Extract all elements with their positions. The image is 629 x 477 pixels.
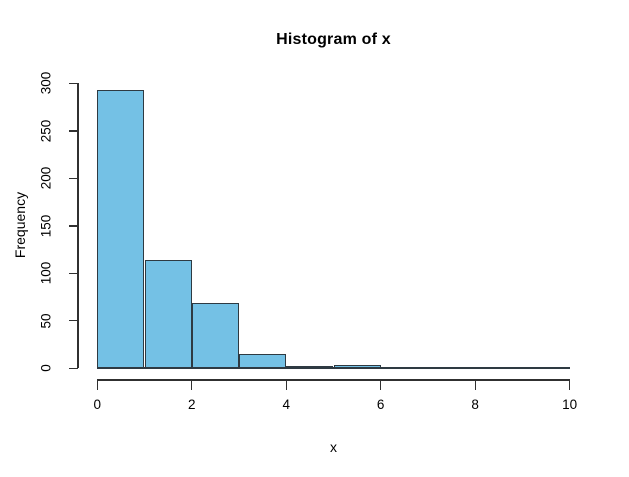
- x-tick-label: 10: [562, 397, 578, 412]
- y-tick: [68, 367, 78, 369]
- x-tick-label: 4: [282, 397, 291, 412]
- x-axis-label: x: [330, 439, 337, 455]
- histogram-bar: [239, 354, 287, 369]
- bar-baseline: [97, 367, 570, 369]
- x-tick: [569, 380, 571, 390]
- y-tick-label: 200: [38, 167, 54, 190]
- x-tick-label: 6: [376, 397, 385, 412]
- chart-title: Histogram of x: [276, 31, 391, 48]
- x-tick-label: 2: [188, 397, 196, 412]
- y-tick: [68, 320, 78, 322]
- y-tick: [68, 82, 78, 85]
- y-tick-label: 250: [38, 119, 54, 143]
- y-tick: [68, 130, 78, 132]
- y-tick: [68, 272, 78, 274]
- y-tick-label: 150: [38, 214, 54, 238]
- y-tick-label: 0: [38, 364, 54, 373]
- y-tick-label: 50: [38, 313, 54, 329]
- x-tick: [285, 380, 287, 390]
- y-tick-label: 300: [38, 72, 54, 95]
- histogram-bar: [144, 260, 192, 369]
- y-tick-label: 100: [38, 262, 54, 285]
- histogram-bar: [97, 90, 145, 369]
- x-axis: [97, 379, 570, 381]
- x-tick-label: 8: [471, 397, 479, 412]
- y-tick: [68, 225, 78, 227]
- x-tick: [191, 380, 193, 390]
- y-axis: [77, 83, 79, 369]
- x-tick-label: 0: [93, 397, 102, 412]
- x-tick: [474, 380, 476, 390]
- x-tick: [96, 380, 98, 390]
- x-tick: [380, 380, 382, 390]
- y-tick: [68, 177, 78, 180]
- histogram-bar: [191, 302, 239, 369]
- y-axis-label: Frequency: [12, 191, 28, 259]
